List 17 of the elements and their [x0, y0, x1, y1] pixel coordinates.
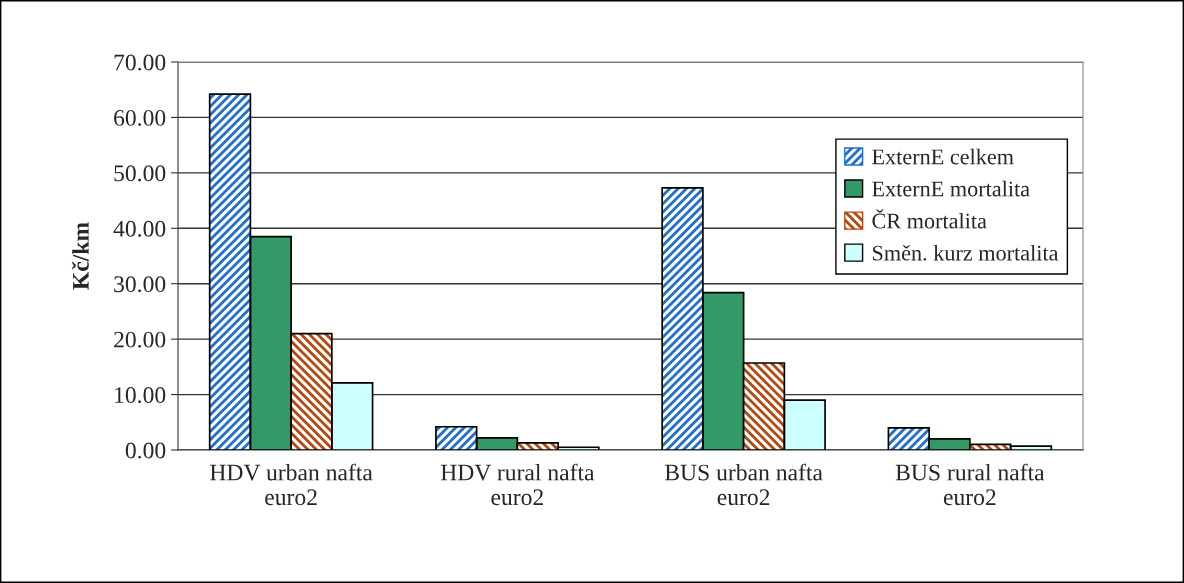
y-tick-label: 60.00	[114, 109, 166, 126]
y-tick-label: 0.00	[125, 442, 166, 459]
y-tick-label: 50.00	[114, 165, 166, 182]
legend-label: ExternE mortalita	[872, 180, 1030, 197]
legend-label: Směn. kurz mortalita	[872, 244, 1059, 261]
y-tick-label: 70.00	[114, 54, 166, 71]
x-tick-label: BUS rural nafta euro2	[895, 463, 1045, 506]
y-tick-label: 20.00	[114, 331, 166, 348]
x-tick-label: HDV rural nafta euro2	[440, 463, 595, 506]
y-tick-label: 10.00	[115, 387, 166, 404]
y-tick-label: 40.00	[113, 220, 166, 237]
y-tick-label: 30.00	[114, 276, 166, 293]
legend-label: ČR mortalita	[872, 209, 987, 229]
x-tick-label: HDV urban nafta euro2	[210, 463, 373, 506]
legend-label: ExternE celkem	[872, 148, 1014, 165]
x-tick-label: BUS urban nafta euro2	[664, 463, 823, 506]
y-axis-title: Kč/km	[71, 222, 89, 290]
